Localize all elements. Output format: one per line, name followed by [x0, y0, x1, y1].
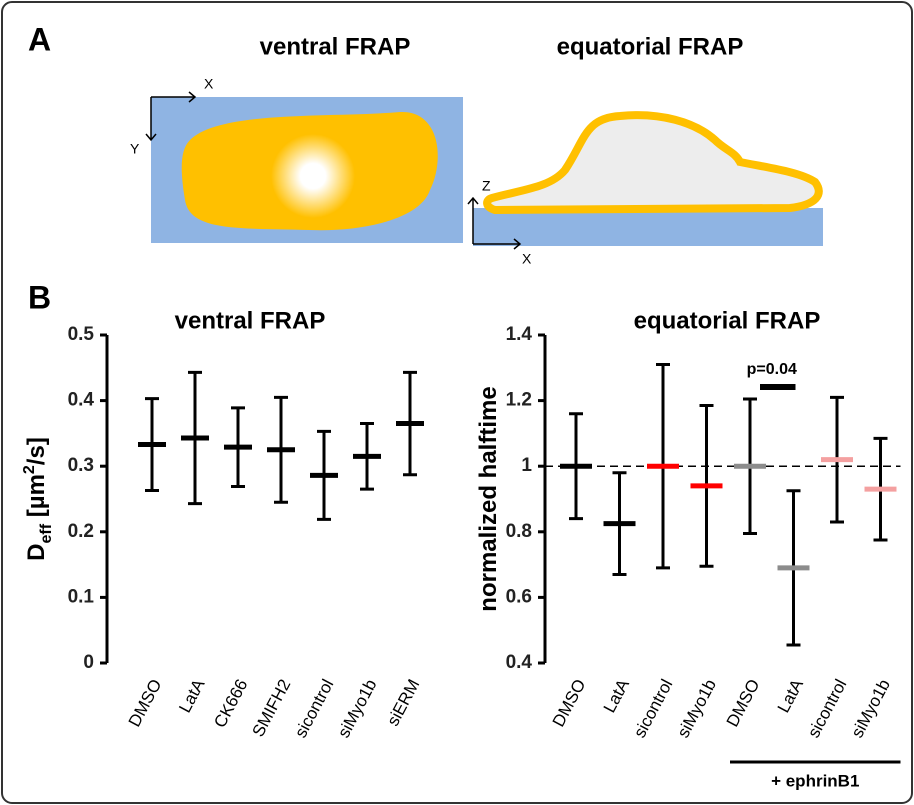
axis-letter: X: [204, 76, 214, 92]
y-tick-label: 0.5: [68, 324, 95, 345]
axis-letter: Y: [130, 141, 140, 157]
axis-letter: Z: [482, 178, 491, 194]
y-axis-label: Deff [µm2/s]: [21, 437, 55, 561]
chart-title: equatorial FRAP: [634, 307, 821, 334]
y-tick-label: 0: [83, 652, 94, 673]
y-axis-label: normalized halftime: [475, 386, 502, 611]
y-tick-label: 0.4: [506, 652, 533, 673]
y-axis-label-part: eff: [38, 523, 55, 543]
y-axis-label-part: [µm: [23, 474, 50, 524]
bleach-spot: [271, 134, 355, 218]
y-tick-label: 0.3: [68, 455, 94, 476]
panel-label: A: [28, 21, 51, 57]
axis-arrows: [467, 196, 522, 250]
panel-title: equatorial FRAP: [557, 33, 744, 60]
y-axis-label-part: D: [23, 543, 50, 560]
y-axis-label-part: 2: [21, 465, 38, 474]
y-axis-label-part: /s]: [23, 437, 50, 465]
y-tick-label: 1: [521, 455, 532, 476]
panel-title: ventral FRAP: [260, 33, 411, 60]
y-axis-label-part: normalized halftime: [475, 386, 502, 611]
substrate: [473, 208, 823, 246]
y-tick-label: 0.6: [506, 586, 532, 607]
y-tick-label: 0.2: [68, 521, 94, 542]
cell-profile: [483, 111, 823, 215]
panel-label: B: [28, 279, 51, 315]
axis-arrows: [145, 91, 197, 142]
significance-label: p=0.04: [747, 361, 797, 378]
y-tick-label: 1.2: [506, 390, 532, 411]
y-tick-label: 0.4: [68, 390, 95, 411]
chart-title: ventral FRAP: [175, 307, 326, 334]
axis-letter: X: [522, 251, 532, 267]
y-tick-label: 1.4: [506, 324, 533, 345]
y-tick-label: 0.1: [68, 586, 95, 607]
y-tick-label: 0.8: [506, 521, 532, 542]
group-label: + ephrinB1: [771, 771, 859, 790]
